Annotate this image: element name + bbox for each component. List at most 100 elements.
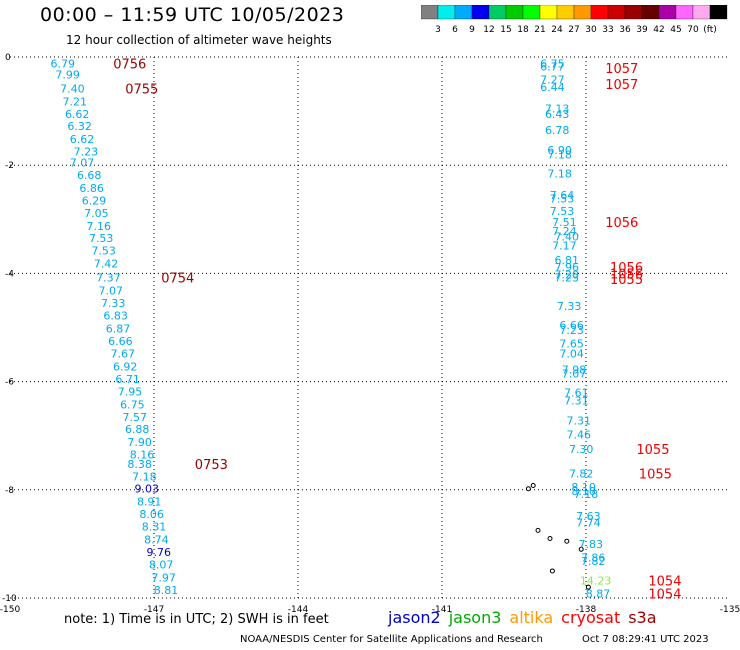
wave-height-label: 8.10 — [571, 481, 596, 494]
wave-height-label: 8.10 — [571, 485, 596, 498]
wave-height-label: 7.23 — [559, 324, 584, 337]
wave-height-label: 7.33 — [557, 300, 582, 313]
y-tick-label: -10 — [2, 594, 17, 604]
y-tick-label: -8 — [5, 486, 14, 496]
wave-height-label: 7.97 — [151, 571, 176, 584]
wave-height-label: 7.57 — [123, 411, 148, 424]
color-scale-label: 3 — [435, 25, 441, 35]
color-scale-label: 18 — [517, 25, 529, 35]
wave-height-label: 7.65 — [559, 338, 584, 351]
y-tick-label: -4 — [5, 269, 14, 279]
y-tick-label: -2 — [5, 161, 14, 171]
chart-subtitle: 12 hour collection of altimeter wave hei… — [66, 33, 332, 47]
wave-height-label: 7.86 — [581, 551, 606, 564]
x-tick-label: -135 — [720, 605, 740, 615]
satellite-legend-item: altika — [509, 608, 554, 627]
wave-height-label: 9.03 — [135, 483, 160, 496]
wave-height-label: 6.68 — [77, 169, 102, 182]
island-marker — [585, 584, 591, 590]
wave-height-label: 6.83 — [103, 310, 128, 323]
color-scale-label: 9 — [469, 25, 475, 35]
wave-height-label: 7.33 — [101, 297, 126, 310]
wave-height-label: 6.66 — [559, 319, 584, 332]
pass-time-label: 0755 — [125, 82, 158, 97]
wave-height-label: 6.92 — [113, 360, 138, 373]
wave-height-label: 7.61 — [564, 386, 589, 399]
color-scale-swatch — [709, 5, 728, 20]
wave-height-label: 7.05 — [84, 207, 109, 220]
wave-height-label: 6.44 — [540, 81, 565, 94]
satellite-legend-item: jason2 — [388, 608, 441, 627]
island-marker — [535, 527, 541, 533]
wave-height-label: 7.07 — [70, 156, 95, 169]
pass-time-label: 1056 — [605, 216, 638, 231]
wave-height-label: 8.31 — [142, 521, 167, 534]
island-marker — [530, 482, 536, 488]
wave-height-label: 7.90 — [127, 436, 152, 449]
wave-height-label: 7.23 — [555, 272, 580, 285]
wave-height-label: 6.87 — [106, 323, 131, 336]
wave-height-label: 6.78 — [545, 124, 570, 137]
x-tick-label: -138 — [576, 605, 597, 615]
color-scale-label: 36 — [619, 25, 631, 35]
wave-height-label: 8.87 — [586, 588, 611, 601]
color-scale-label: 45 — [670, 25, 681, 35]
wave-height-label: 7.07 — [99, 285, 124, 298]
footer-note: note: 1) Time is in UTC; 2) SWH is in fe… — [64, 612, 329, 627]
color-scale-label: (ft) — [703, 25, 717, 35]
pass-time-label: 1054 — [648, 588, 681, 603]
wave-height-label: 8.07 — [149, 558, 174, 571]
wave-height-label: 9.76 — [147, 546, 172, 559]
color-scale-label: 24 — [551, 25, 563, 35]
chart-title: 00:00 – 11:59 UTC 10/05/2023 — [40, 4, 345, 26]
wave-height-label: 7.96 — [555, 261, 580, 274]
wave-height-label: 8.74 — [144, 534, 169, 547]
wave-height-label: 8.81 — [154, 584, 179, 597]
color-scale-legend: 3 6 9 12 15 18 21 24 27 30 33 36 39 42 45 70 (ft) — [421, 5, 728, 35]
wave-height-label: 7.18 — [547, 167, 572, 180]
credit-line: NOAA/NESDIS Center for Satellite Applica… — [240, 634, 543, 645]
wave-height-label: 7.46 — [567, 429, 592, 442]
color-scale-label: 6 — [452, 25, 458, 35]
wave-height-label: 7.53 — [550, 205, 575, 218]
satellite-legend-item: s3a — [628, 608, 657, 627]
y-tick-label: 0 — [5, 53, 11, 63]
x-tick-label: -141 — [432, 605, 452, 615]
wave-height-label: 7.18 — [574, 488, 599, 501]
wave-height-label: 7.27 — [540, 74, 565, 87]
wave-height-label: 6.29 — [82, 194, 107, 207]
color-scale-label: 15 — [500, 25, 511, 35]
wave-height-label: 8.16 — [130, 449, 155, 462]
wave-height-label: 6.75 — [540, 57, 565, 70]
satellite-legend-item: jason3 — [448, 608, 502, 627]
wave-height-label: 6.88 — [125, 423, 150, 436]
wave-height-label: 7.16 — [87, 220, 112, 233]
wave-height-label: 7.18 — [547, 148, 572, 161]
wave-height-label: 7.24 — [552, 225, 577, 238]
wave-height-label: 7.98 — [562, 364, 587, 377]
satellite-legend-item: cryosat — [561, 608, 621, 627]
color-scale-label: 42 — [653, 25, 664, 35]
wave-height-label: 7.20 — [555, 268, 580, 281]
wave-height-label: 7.53 — [89, 232, 114, 245]
wave-height-label: 7.64 — [550, 189, 575, 202]
island-marker — [564, 538, 570, 544]
pass-time-label: 1055 — [610, 273, 643, 288]
color-scale-label: 30 — [585, 25, 597, 35]
wave-height-label: 7.07 — [562, 367, 587, 380]
wave-height-label: 6.43 — [545, 108, 570, 121]
island-marker — [525, 486, 531, 492]
wave-height-label: 7.13 — [545, 102, 570, 115]
island-marker — [547, 535, 553, 541]
wave-height-label: 6.77 — [540, 61, 565, 74]
wave-height-label: 8.06 — [139, 508, 164, 521]
island-marker — [578, 546, 584, 552]
color-scale-label: 12 — [483, 25, 494, 35]
wave-height-label: 6.32 — [67, 120, 92, 133]
altimeter-plot: -150 -147 -144 -141 -138 -135 0 -2 -4 -6 -8 -10 6.79… — [0, 53, 740, 615]
wave-height-label: 7.99 — [55, 68, 80, 81]
wave-height-label: 6.81 — [555, 254, 580, 267]
wave-height-label: 6.75 — [120, 398, 145, 411]
pass-time-label: 1055 — [639, 468, 672, 483]
color-scale-label: 21 — [534, 25, 545, 35]
